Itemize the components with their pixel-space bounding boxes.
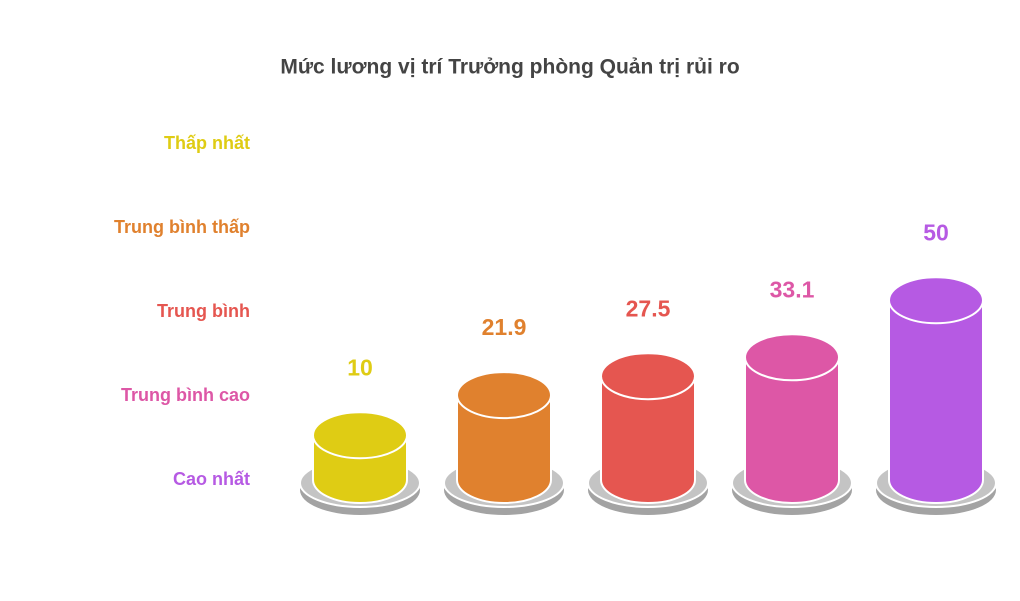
category-label: Trung bình cao — [121, 385, 250, 405]
category-label: Cao nhất — [173, 469, 250, 489]
cylinder — [312, 411, 408, 504]
cylinder-top — [312, 411, 408, 460]
value-label: 50 — [923, 219, 949, 245]
category-label: Trung bình thấp — [114, 217, 250, 237]
cylinder — [888, 276, 984, 504]
cylinder-body — [456, 394, 552, 504]
cylinder-top — [456, 371, 552, 420]
cylinder-top — [888, 276, 984, 325]
category-label: Trung bình — [157, 301, 250, 321]
value-label: 10 — [347, 354, 373, 380]
category-label: Thấp nhất — [164, 133, 250, 153]
cylinder-body — [888, 299, 984, 504]
cylinder — [600, 352, 696, 504]
chart-title: Mức lương vị trí Trưởng phòng Quản trị r… — [280, 56, 739, 79]
cylinder-top — [600, 352, 696, 401]
cylinder — [744, 333, 840, 504]
value-label: 21.9 — [482, 314, 527, 340]
cylinder-body — [600, 375, 696, 504]
value-label: 33.1 — [770, 276, 815, 302]
cylinder-top — [744, 333, 840, 382]
cylinder-body — [744, 356, 840, 504]
cylinder — [456, 371, 552, 504]
value-label: 27.5 — [626, 295, 671, 321]
